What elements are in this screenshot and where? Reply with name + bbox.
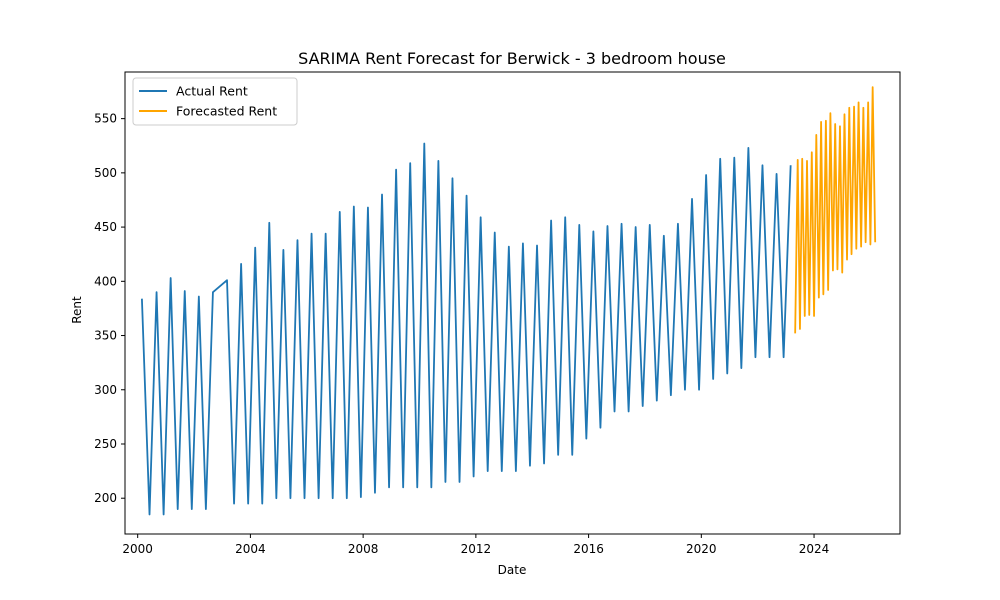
x-tick-label: 2004 bbox=[235, 542, 266, 556]
x-tick-label: 2000 bbox=[122, 542, 153, 556]
y-tick-label: 200 bbox=[94, 491, 117, 505]
y-tick-label: 350 bbox=[94, 329, 117, 343]
legend-label: Forecasted Rent bbox=[176, 104, 277, 119]
legend-label: Actual Rent bbox=[176, 84, 248, 99]
y-tick-label: 450 bbox=[94, 220, 117, 234]
series-line-actual-rent bbox=[141, 142, 792, 516]
y-tick-label: 250 bbox=[94, 437, 117, 451]
x-tick-label: 2008 bbox=[348, 542, 379, 556]
x-tick-label: 2024 bbox=[799, 542, 830, 556]
plot-area bbox=[124, 71, 901, 535]
chart-title: SARIMA Rent Forecast for Berwick - 3 bed… bbox=[298, 49, 726, 68]
series-line-forecasted-rent bbox=[794, 86, 877, 334]
y-tick-label: 550 bbox=[94, 112, 117, 126]
legend: Actual Rent Forecasted Rent bbox=[132, 77, 298, 126]
x-tick-label: 2012 bbox=[461, 542, 492, 556]
y-tick-label: 400 bbox=[94, 274, 117, 288]
y-tick-label: 300 bbox=[94, 383, 117, 397]
legend-box bbox=[132, 77, 298, 126]
y-tick-label: 500 bbox=[94, 166, 117, 180]
y-axis-label: Rent bbox=[70, 296, 84, 324]
x-axis-label: Date bbox=[498, 563, 527, 577]
x-axis: 2000 2004 2008 2012 2016 2020 2024 bbox=[122, 534, 829, 556]
axes-frame bbox=[124, 71, 901, 535]
y-axis: 200 250 300 350 400 450 500 550 bbox=[94, 112, 125, 505]
x-tick-label: 2020 bbox=[686, 542, 717, 556]
x-tick-label: 2016 bbox=[573, 542, 604, 556]
